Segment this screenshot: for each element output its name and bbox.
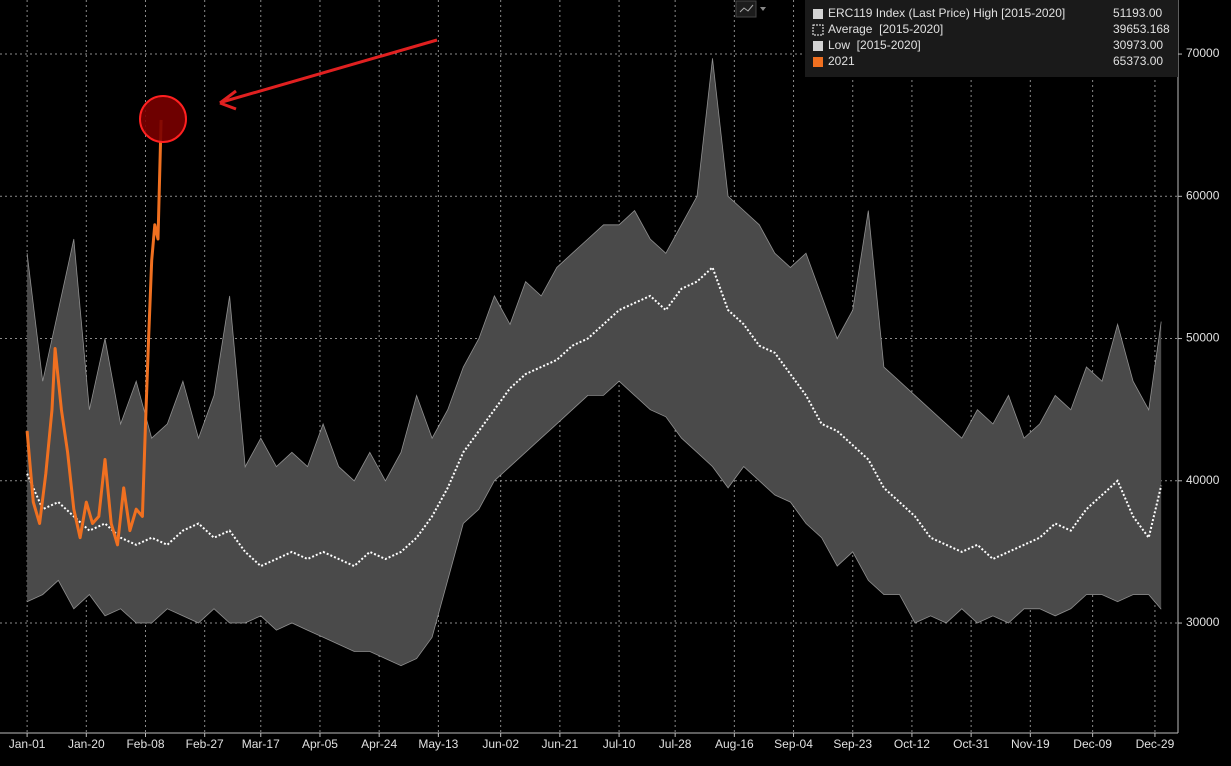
x-tick-label: Apr-05 <box>302 737 338 751</box>
range-line <box>26 58 1162 482</box>
y-tick-label: 40000 <box>1186 473 1220 487</box>
x-tick-label: Sep-04 <box>774 737 813 751</box>
x-tick-label: Jan-01 <box>9 737 46 751</box>
legend-value: 65373.00 <box>1113 54 1163 68</box>
x-tick-label: Apr-24 <box>361 737 397 751</box>
arrow-shaft <box>221 38 438 104</box>
legend-box <box>805 0 1178 77</box>
legend-swatch <box>813 9 823 19</box>
y-tick-label: 50000 <box>1186 331 1220 345</box>
x-tick-label: Jul-28 <box>659 737 692 751</box>
x-tick-label: Aug-16 <box>715 737 754 751</box>
legend-value: 51193.00 <box>1113 6 1162 20</box>
y-tick-label: 60000 <box>1186 188 1220 202</box>
range-line <box>26 380 1162 667</box>
legend-value: 30973.00 <box>1113 38 1163 52</box>
line-2021 <box>25 119 163 547</box>
legend-label: Low [2015-2020] <box>828 38 921 52</box>
legend-value: 39653.168 <box>1113 22 1170 36</box>
legend-swatch <box>812 24 824 36</box>
x-tick-label: Dec-29 <box>1136 737 1175 751</box>
x-tick-label: Nov-19 <box>1011 737 1050 751</box>
x-tick-label: Jun-21 <box>542 737 579 751</box>
chart-icon-glyph <box>739 4 754 13</box>
legend-swatch <box>813 57 823 67</box>
x-tick-label: Oct-31 <box>953 737 989 751</box>
legend-label: 2021 <box>828 54 855 68</box>
arrow-head <box>219 89 237 111</box>
x-tick-label: Jun-02 <box>482 737 519 751</box>
legend: ERC119 Index (Last Price) High [2015-202… <box>805 0 1178 77</box>
x-tick-label: Feb-27 <box>186 737 224 751</box>
x-tick-label: Dec-09 <box>1073 737 1112 751</box>
legend-swatch <box>813 41 823 51</box>
x-tick-label: Feb-08 <box>126 737 164 751</box>
legend-label: Average [2015-2020] <box>828 22 943 36</box>
legend-label: ERC119 Index (Last Price) High [2015-202… <box>828 6 1065 20</box>
x-tick-label: Oct-12 <box>894 737 930 751</box>
x-tick-label: Sep-23 <box>833 737 872 751</box>
y-tick-label: 70000 <box>1186 46 1220 60</box>
y-tick-label: 30000 <box>1186 615 1220 629</box>
average-line <box>26 265 1163 568</box>
dropdown-arrow[interactable] <box>760 7 766 11</box>
x-tick-label: Jan-20 <box>68 737 105 751</box>
x-tick-label: Mar-17 <box>242 737 280 751</box>
x-tick-label: May-13 <box>418 737 458 751</box>
highlight-circle <box>139 95 187 143</box>
band-fill <box>27 58 1162 666</box>
x-tick-label: Jul-10 <box>603 737 636 751</box>
